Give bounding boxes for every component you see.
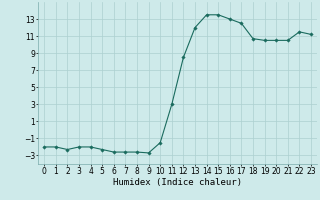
X-axis label: Humidex (Indice chaleur): Humidex (Indice chaleur): [113, 178, 242, 187]
